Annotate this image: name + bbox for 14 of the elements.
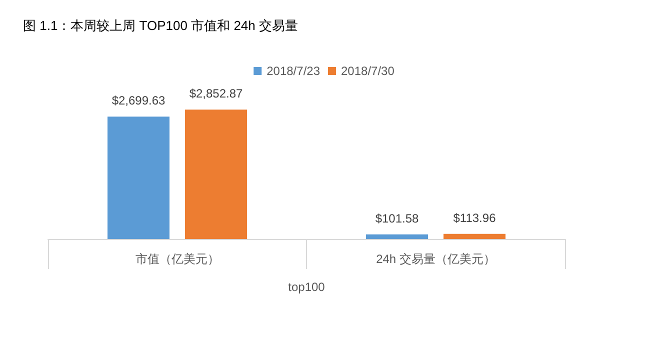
data-label: $2,852.87	[189, 86, 244, 101]
x-tick-label: 市值（亿美元）	[135, 252, 220, 266]
bar	[185, 110, 247, 239]
bar	[444, 234, 506, 239]
data-label: $101.58	[375, 211, 420, 226]
bar	[366, 234, 428, 239]
data-label: $2,699.63	[112, 94, 166, 108]
data-label: $113.96	[453, 210, 496, 225]
x-axis-title: top100	[288, 280, 326, 294]
x-tick-label: 24h 交易量（亿美元）	[376, 252, 496, 266]
legend-label: 2018/7/30	[341, 64, 395, 78]
legend-label: 2018/7/23	[266, 64, 320, 78]
chart-title: 图 1.1：本周较上周 TOP100 市值和 24h 交易量	[23, 18, 298, 33]
bar	[108, 116, 170, 239]
